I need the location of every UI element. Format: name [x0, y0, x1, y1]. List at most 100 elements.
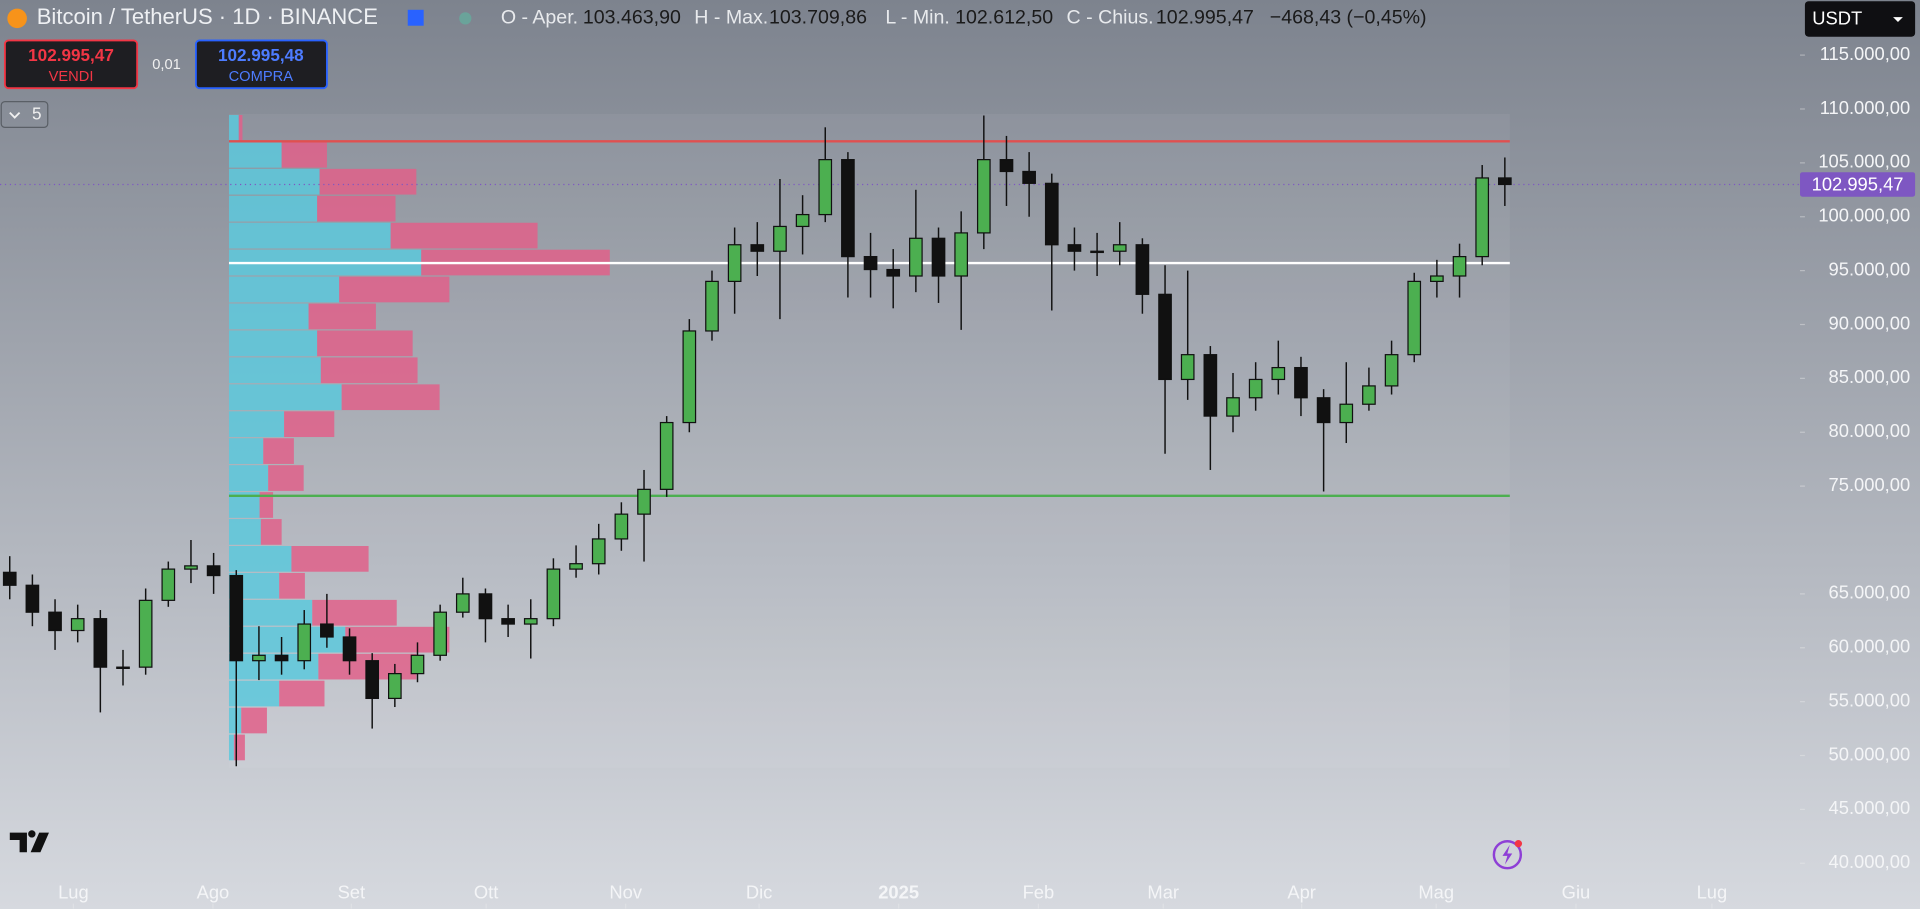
candle-body	[1180, 354, 1195, 381]
profile-sell	[259, 492, 274, 518]
ohlc-label: L - Min.	[885, 7, 950, 29]
notify-dot	[1514, 840, 1523, 848]
marks	[0, 114, 1801, 767]
y-tick-label: 85.000,00	[1829, 366, 1911, 387]
y-tick-label: 115.000,00	[1820, 43, 1911, 64]
candle-body	[1430, 275, 1444, 283]
candle-body	[886, 268, 901, 277]
profile-buy	[228, 438, 264, 464]
spark-icon[interactable]	[1492, 840, 1523, 870]
candle-body	[1452, 255, 1467, 277]
candle-body	[274, 654, 289, 662]
ohlc-label: C - Chius.	[1067, 7, 1154, 29]
profile-buy	[228, 384, 342, 411]
candle-body	[818, 159, 833, 216]
y-tick-label: 110.000,00	[1820, 97, 1911, 118]
candle-body	[637, 488, 651, 515]
y-tick-label: 100.000,00	[1818, 205, 1910, 226]
candle-body	[1022, 170, 1036, 184]
sell-price[interactable]: 102.995,47	[28, 45, 114, 65]
candle-body	[252, 654, 266, 662]
profile-buy	[228, 465, 269, 491]
y-tick-label: 95.000,00	[1829, 258, 1911, 279]
sell-button[interactable]: 102.995,47 VENDI	[3, 39, 139, 90]
candle-body	[1044, 182, 1059, 246]
candle-body	[1475, 177, 1490, 258]
candle-body	[1498, 177, 1512, 186]
profile-sell	[279, 572, 305, 599]
candle-body	[206, 565, 221, 577]
profile-sell	[390, 222, 538, 249]
candle-body	[591, 538, 606, 565]
candle-body	[1384, 354, 1399, 387]
profile-sell	[341, 384, 440, 411]
profile-sell	[263, 438, 294, 464]
candle-body	[841, 159, 855, 258]
buy-price[interactable]: 102.995,48	[218, 45, 304, 65]
profile-sell	[284, 411, 335, 438]
profile-sell	[317, 330, 413, 357]
candle-body	[954, 232, 969, 277]
spread: 0,01	[152, 57, 181, 73]
y-tick-label: 105.000,00	[1818, 151, 1910, 172]
candle-body	[523, 618, 538, 625]
candle-body	[909, 237, 923, 277]
y-tick-label: 40.000,00	[1829, 851, 1911, 872]
currency-box[interactable]	[1804, 1, 1916, 37]
buy-label[interactable]: COMPRA	[229, 69, 294, 85]
y-tick-label: 80.000,00	[1829, 420, 1911, 441]
indicators-count[interactable]: 5	[32, 104, 42, 124]
y-tick-label: 60.000,00	[1829, 636, 1911, 657]
buy-button[interactable]: 102.995,48 COMPRA	[195, 39, 328, 90]
ohlc-value: 102.995,47	[1156, 7, 1254, 29]
candle-body	[501, 618, 515, 625]
profile-sell	[238, 114, 243, 141]
x-tick-label: Giu	[1562, 882, 1591, 903]
candle-body	[1248, 378, 1263, 399]
indicators-toggle[interactable]: 5	[0, 101, 49, 128]
candle-body	[2, 571, 17, 586]
candle-body	[727, 244, 742, 283]
candle-body	[1271, 366, 1286, 381]
candle-body	[546, 568, 561, 620]
profile-sell	[241, 707, 267, 734]
profile-sell	[345, 626, 450, 653]
x-tick-label: Nov	[609, 882, 642, 903]
sell-label[interactable]: VENDI	[49, 69, 94, 85]
candle-body	[614, 513, 629, 540]
currency[interactable]: USDT	[1812, 7, 1862, 28]
x-tick-label: Apr	[1287, 882, 1316, 903]
profile-buy	[228, 222, 391, 249]
candle-body	[1158, 293, 1172, 381]
spark-bolt[interactable]	[1502, 844, 1513, 865]
candle-body	[478, 593, 493, 620]
coin-icon	[7, 8, 27, 29]
ohlc-value: 103.709,86	[769, 7, 867, 29]
profile-buy	[228, 519, 261, 545]
currency-select[interactable]: USDT	[1804, 1, 1916, 37]
toggle-box[interactable]	[0, 101, 49, 128]
y-tick-label: 65.000,00	[1829, 582, 1911, 603]
x-tick-label: Feb	[1023, 882, 1055, 903]
candle-body	[455, 593, 470, 613]
ohlc-label: O - Aper.	[501, 7, 578, 29]
sell-box[interactable]	[3, 39, 139, 90]
x-tick-label: Ott	[474, 882, 498, 903]
x-tick-label: Ago	[197, 882, 230, 903]
candle-body	[1226, 397, 1240, 417]
chevron-icon[interactable]	[9, 112, 21, 119]
buy-box[interactable]	[195, 39, 328, 90]
candle-body	[25, 584, 40, 613]
candle-body	[1339, 403, 1354, 424]
candle-body	[1067, 244, 1082, 252]
candle-body	[1203, 354, 1218, 417]
candle-body	[365, 660, 380, 700]
candle-body	[659, 421, 674, 490]
profile-buy	[228, 303, 309, 330]
candle-body	[976, 159, 991, 234]
candle-body	[229, 574, 244, 662]
dropdown-arrow[interactable]	[1893, 17, 1903, 23]
x-tick-label: Mag	[1418, 882, 1454, 903]
